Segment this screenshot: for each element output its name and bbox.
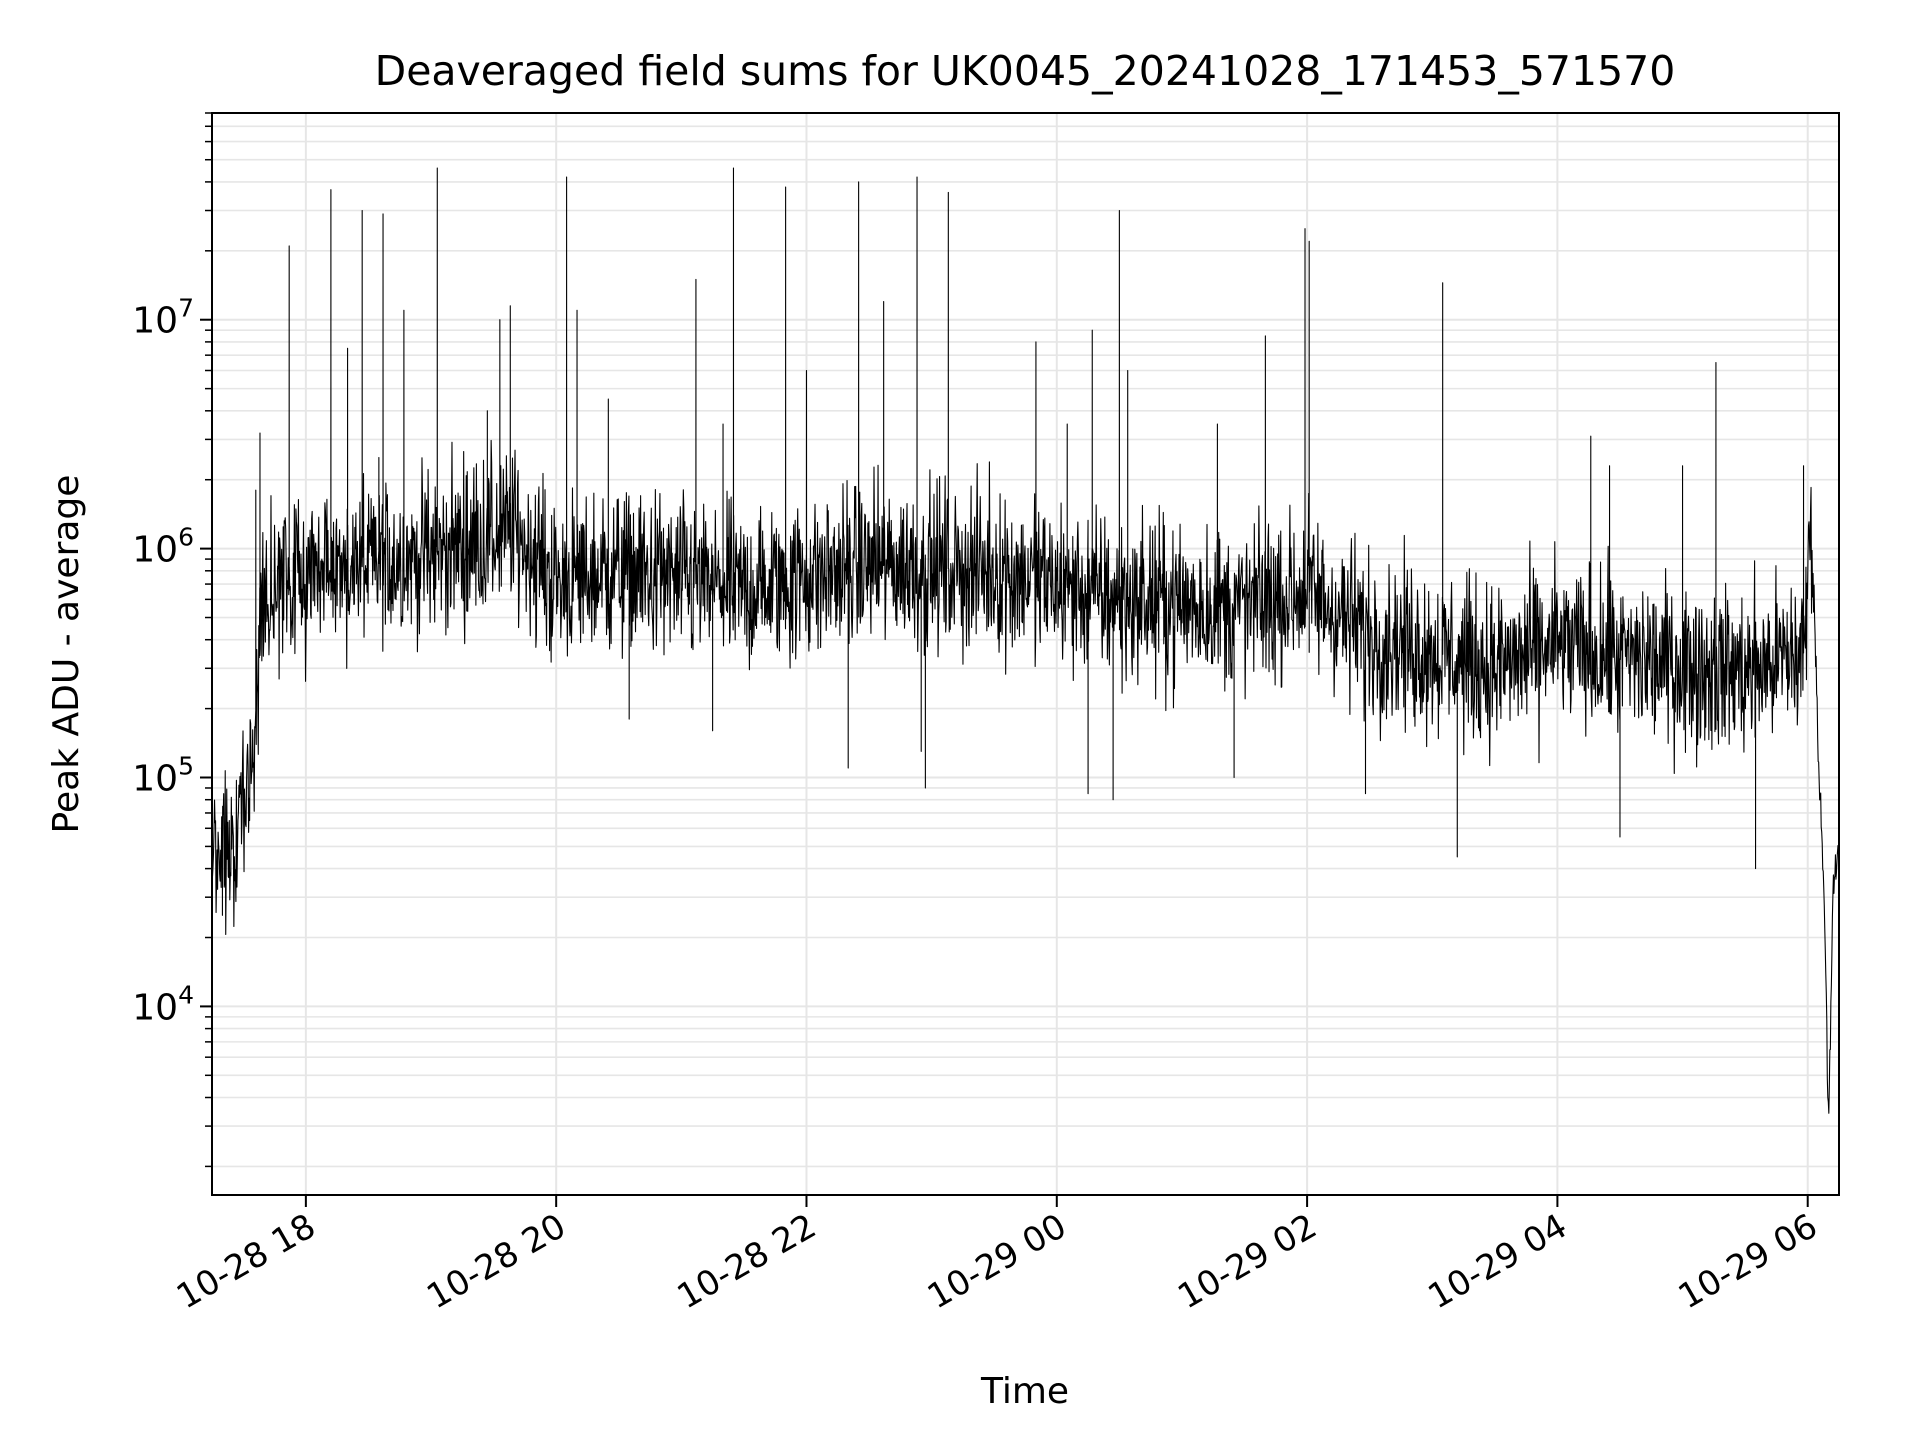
plot-frame [211, 112, 1840, 1196]
axis-ticks [200, 112, 1809, 1207]
y-tick-label: 105 [132, 752, 194, 800]
y-tick-label: 104 [132, 980, 194, 1028]
chart-title: Deaveraged field sums for UK0045_2024102… [375, 47, 1676, 95]
y-tick-label: 107 [132, 294, 194, 342]
x-axis-label: Time [980, 1371, 1069, 1412]
y-axis-label: Peak ADU - average [46, 475, 87, 834]
y-tick-label: 106 [132, 523, 194, 571]
series-line [212, 167, 1839, 1114]
